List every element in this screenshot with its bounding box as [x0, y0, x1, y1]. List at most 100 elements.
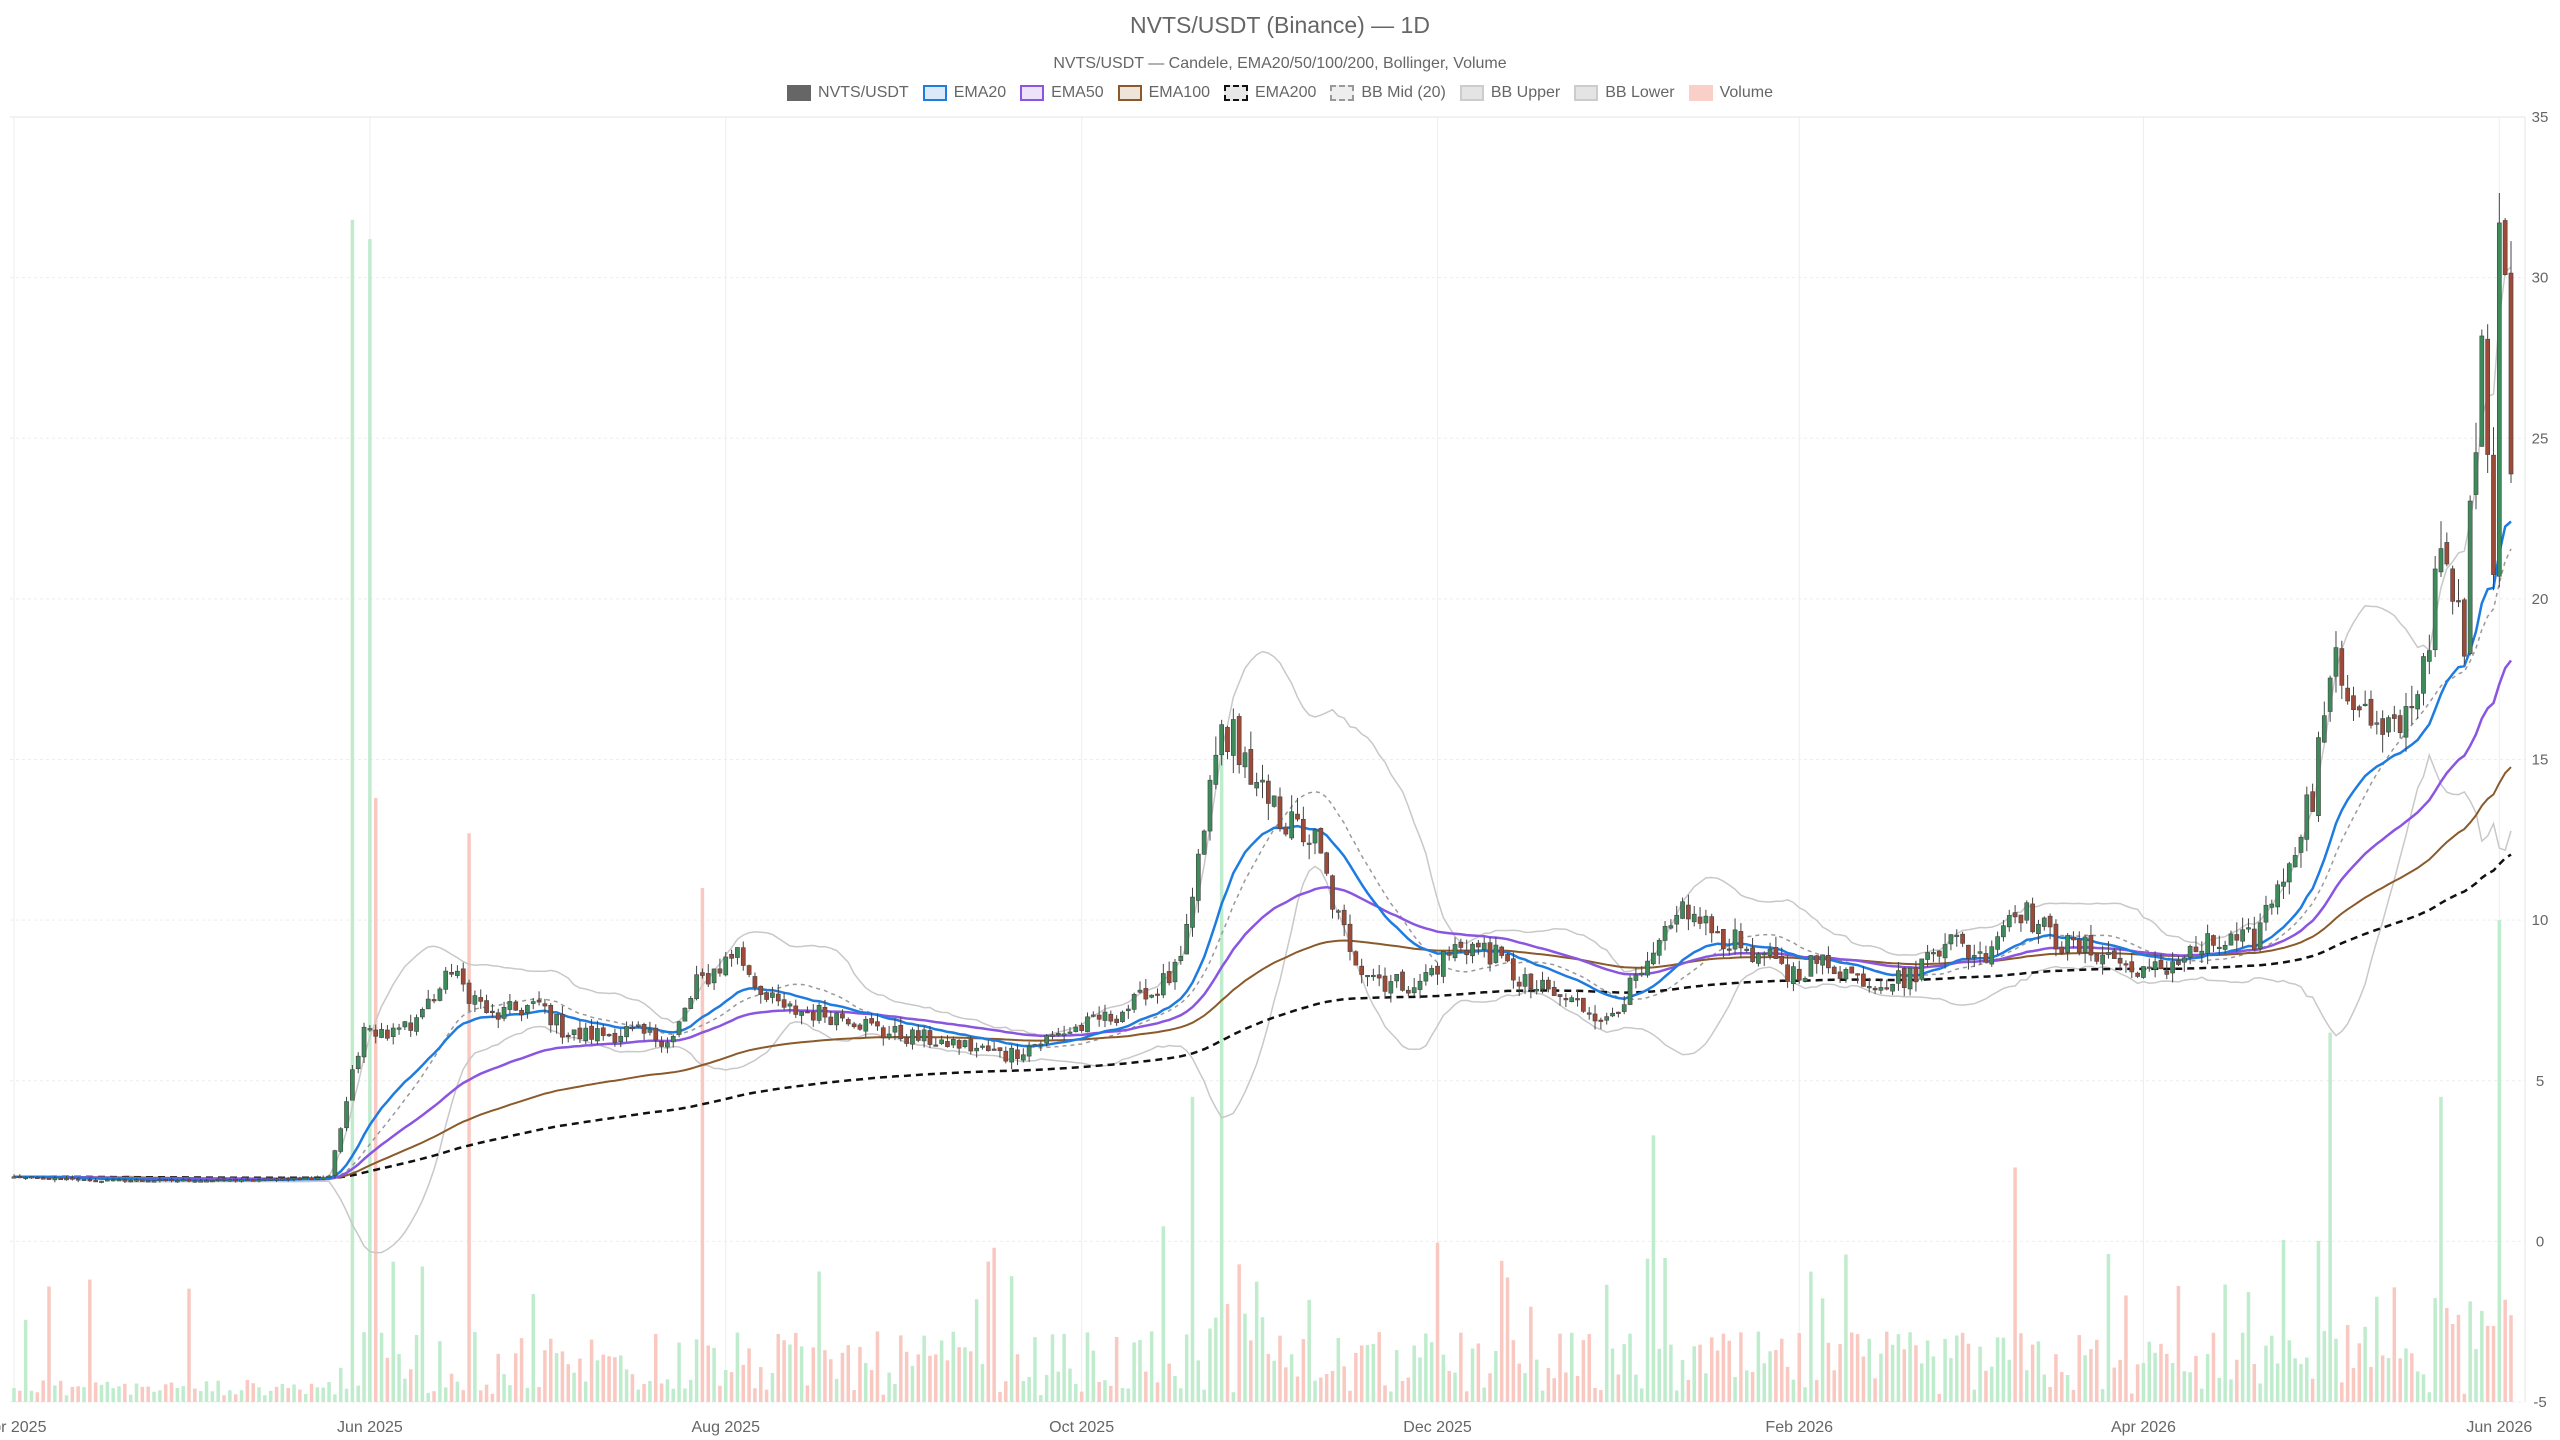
volume-bar [1669, 1344, 1673, 1402]
candle-body [1516, 981, 1522, 987]
candle [1744, 946, 1750, 953]
candle [536, 991, 542, 1006]
x-tick-label: Jun 2026 [2466, 1419, 2532, 1436]
candle-body [2415, 694, 2420, 710]
candle [1633, 967, 1639, 989]
candle [1901, 966, 1907, 997]
volume-bar [2106, 1253, 2111, 1402]
volume-bar [2439, 1096, 2443, 1402]
legend-item[interactable]: NVTS/USDT [787, 84, 909, 102]
volume-bar [2083, 1355, 2087, 1402]
volume-bar [403, 1378, 407, 1402]
candle [962, 1039, 968, 1049]
candle-body [1300, 818, 1306, 843]
candle-body [332, 1150, 338, 1176]
volume-bar [1581, 1340, 1586, 1402]
volume-bar [1569, 1332, 1574, 1402]
legend-item[interactable]: BB Lower [1574, 84, 1675, 102]
candle [577, 1020, 583, 1044]
candle [1522, 967, 1528, 994]
candle-body [23, 1176, 29, 1180]
volume-bar [1400, 1380, 1405, 1402]
candle-body [1265, 780, 1271, 804]
candle [1878, 978, 1884, 994]
candle [1394, 974, 1400, 988]
volume-bar [140, 1386, 145, 1402]
legend-item[interactable]: EMA100 [1117, 84, 1210, 102]
volume-bar [578, 1358, 582, 1402]
candle [2176, 955, 2181, 967]
volume-bar [274, 1386, 279, 1402]
legend-item[interactable]: EMA200 [1224, 84, 1316, 102]
legend-item[interactable]: EMA50 [1020, 84, 1104, 102]
candle-body [87, 1178, 93, 1182]
volume-bar [1336, 1337, 1341, 1402]
volume-bar [1196, 1360, 1201, 1402]
volume-bar [1494, 1351, 1498, 1402]
legend-item[interactable]: EMA20 [922, 84, 1006, 102]
candle-series [11, 193, 2514, 1184]
candle [309, 1176, 314, 1180]
volume-bar [1149, 1331, 1154, 1402]
candle [507, 993, 513, 1014]
candle [2351, 686, 2356, 721]
candle [775, 984, 781, 1007]
candle-body [1114, 1018, 1119, 1023]
candle [2403, 693, 2409, 752]
volume-bar [677, 1342, 681, 1402]
volume-bar [146, 1386, 150, 1402]
candle [635, 1021, 641, 1029]
volume-bar [1540, 1390, 1545, 1402]
candle-body [1131, 993, 1137, 1010]
candle [1936, 950, 1942, 963]
volume-bar [1371, 1343, 1376, 1402]
candle-body [2141, 966, 2146, 978]
candle-body [1481, 942, 1487, 950]
volume-bar [1616, 1374, 1621, 1402]
candle-body [1814, 955, 1820, 964]
candle [1919, 958, 1925, 982]
candle-body [1761, 953, 1767, 956]
candle-body [2310, 791, 2315, 812]
candle [291, 1177, 297, 1182]
candle [1446, 946, 1452, 961]
candle [857, 1022, 863, 1031]
y-tick-label: 30 [2532, 270, 2549, 287]
candle-body [1831, 966, 1837, 975]
candle-body [309, 1177, 314, 1180]
candle-body [46, 1177, 52, 1180]
candle [2036, 919, 2041, 944]
volume-bar [1208, 1328, 1212, 1402]
volume-bar [1849, 1332, 1854, 1402]
volume-bar [490, 1393, 495, 1402]
candle-body [886, 1033, 892, 1038]
legend-item[interactable]: BB Upper [1459, 84, 1560, 102]
volume-bar [2159, 1343, 2163, 1402]
candle [1896, 962, 1901, 991]
volume-bar [502, 1374, 506, 1402]
candle-body [1948, 934, 1954, 945]
legend-item[interactable]: Volume [1688, 84, 1773, 102]
candle [1966, 944, 1971, 970]
volume-bar [794, 1332, 798, 1402]
legend-item[interactable]: BB Mid (20) [1330, 84, 1446, 102]
candle [75, 1177, 81, 1183]
candle-body [1400, 971, 1405, 991]
volume-bar [303, 1393, 308, 1402]
volume-bar [1097, 1382, 1101, 1402]
candle [99, 1180, 104, 1184]
candle-body [2327, 677, 2333, 712]
candle-body [105, 1179, 110, 1182]
candle-body [2193, 946, 2199, 953]
candle [1645, 951, 1650, 978]
candle-body [69, 1177, 75, 1180]
volume-bar [2130, 1393, 2134, 1402]
candle [408, 1014, 414, 1037]
candle [1610, 1007, 1615, 1018]
candle-body [443, 970, 449, 990]
candle-body [414, 1017, 419, 1032]
candle-body [2321, 715, 2327, 743]
candle [845, 1017, 851, 1027]
candle-body [1476, 942, 1481, 948]
candle [303, 1177, 309, 1180]
